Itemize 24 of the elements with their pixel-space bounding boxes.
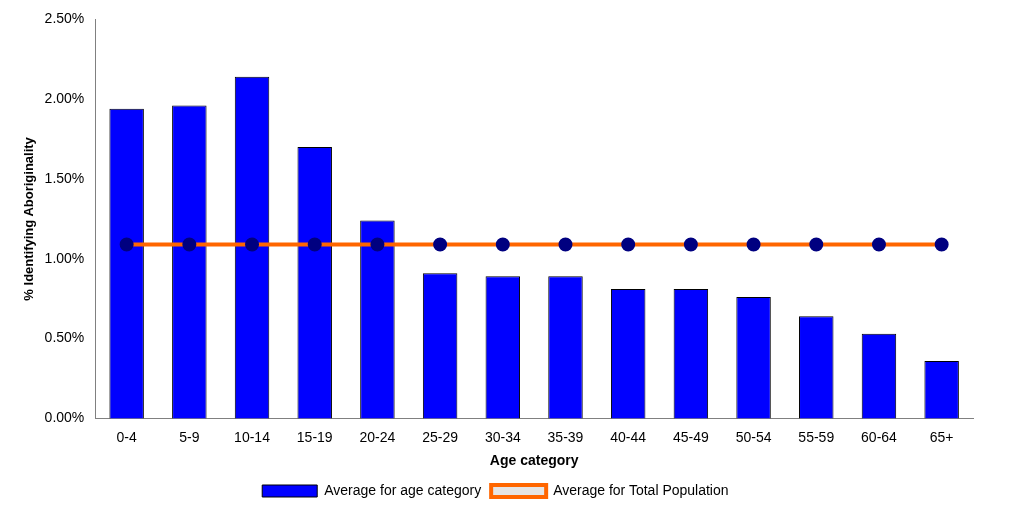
y-tick-label: 0.50% — [44, 329, 85, 346]
y-tick-label: 1.50% — [44, 169, 85, 186]
y-tick-label: 2.50% — [44, 10, 85, 27]
x-tick-label: 25-29 — [422, 428, 459, 445]
x-tick-label: 55-59 — [798, 428, 835, 445]
x-tick-label: 35-39 — [547, 428, 584, 445]
y-tick-label: 1.00% — [44, 249, 85, 266]
y-axis-title: % Identifying Aboriginality — [21, 136, 37, 301]
x-tick-label: 30-34 — [484, 428, 521, 445]
x-tick-label: 15-19 — [296, 428, 333, 445]
legend-label: Average for Total Population — [553, 481, 729, 498]
y-tick-label: 2.00% — [44, 90, 85, 107]
x-tick-label: 40-44 — [610, 428, 647, 445]
x-tick-label: 10-14 — [234, 428, 271, 445]
x-axis-title: Age category — [489, 452, 579, 469]
x-tick-label: 65+ — [929, 428, 954, 445]
y-tick-label: 0.00% — [44, 409, 85, 426]
x-tick-label: 5-9 — [179, 428, 200, 445]
x-tick-label: 0-4 — [116, 428, 137, 445]
legend-label: Average for age category — [324, 481, 482, 498]
x-tick-label: 20-24 — [359, 428, 396, 445]
x-tick-label: 60-64 — [861, 428, 898, 445]
x-tick-label: 50-54 — [735, 428, 772, 445]
x-tick-label: 45-49 — [672, 428, 709, 445]
